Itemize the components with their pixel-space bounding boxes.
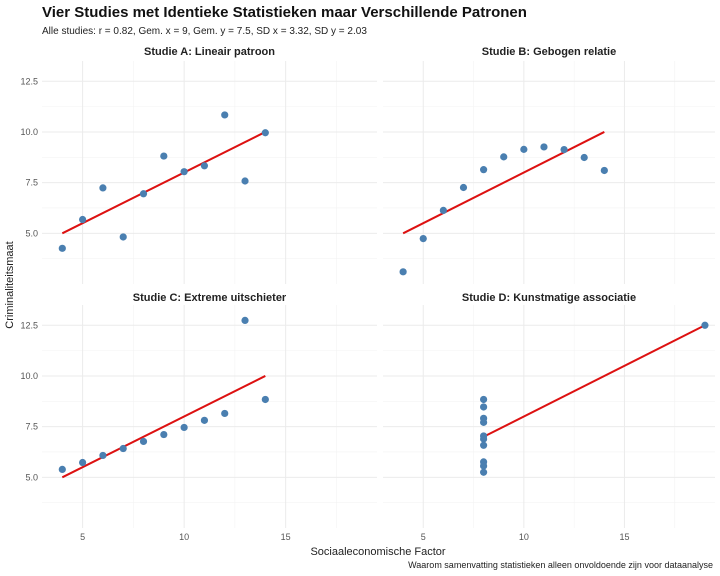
y-tick-label: 5.0 <box>25 472 38 482</box>
data-point <box>480 435 488 443</box>
data-point <box>160 152 168 160</box>
data-point <box>480 403 488 411</box>
panel-title: Studie A: Lineair patroon <box>144 46 275 58</box>
data-point <box>480 166 488 174</box>
data-point <box>261 395 269 404</box>
data-point <box>480 441 488 449</box>
gridlines <box>383 305 715 528</box>
y-tick-label: 12.5 <box>20 76 38 86</box>
data-point <box>58 244 66 252</box>
regression-line <box>61 131 266 235</box>
chart-title: Vier Studies met Identieke Statistieken … <box>42 4 527 21</box>
data-point <box>99 451 107 460</box>
data-point <box>58 465 66 474</box>
data-point <box>99 184 107 192</box>
regression-line <box>483 324 706 438</box>
data-point <box>261 129 269 137</box>
data-point <box>119 233 127 241</box>
data-point <box>419 234 427 243</box>
x-tick-label: 5 <box>421 532 426 542</box>
gridlines <box>42 305 377 528</box>
chart-caption: Waarom samenvatting statistieken alleen … <box>408 560 713 570</box>
panel-title: Studie D: Kunstmatige associatie <box>462 292 636 304</box>
y-tick-label: 12.5 <box>20 320 38 330</box>
data-point <box>439 206 447 215</box>
data-point <box>119 444 127 453</box>
data-point <box>580 153 588 162</box>
y-axis-title: Criminaliteitsmaat <box>4 241 16 328</box>
x-tick-label: 10 <box>519 532 529 542</box>
data-point <box>500 153 508 161</box>
y-tick-label: 10.0 <box>20 371 38 381</box>
y-tick-label: 7.5 <box>25 422 38 432</box>
data-point <box>139 190 148 198</box>
data-point <box>520 145 528 153</box>
panel-title: Studie C: Extreme uitschieter <box>133 292 287 304</box>
y-tick-label: 5.0 <box>25 228 38 238</box>
facet-panel-1: Studie A: Lineair patroon 5.0 7.5 10.0 12.5 <box>20 46 377 284</box>
x-tick-label: 5 <box>80 532 85 542</box>
data-point <box>200 416 209 424</box>
y-tick-label: 7.5 <box>25 178 38 188</box>
facet-panel-2: Studie B: Gebogen relatie <box>383 46 715 284</box>
data-point <box>180 168 188 176</box>
x-axis-title: Sociaaleconomische Factor <box>310 546 445 558</box>
data-point <box>540 143 548 151</box>
data-point <box>600 166 608 175</box>
y-tick-label: 10.0 <box>20 127 38 137</box>
data-point <box>200 162 209 170</box>
data-point <box>560 145 568 154</box>
x-tick-label: 15 <box>281 532 291 542</box>
gridlines <box>383 61 715 284</box>
data-point <box>160 430 168 439</box>
data-point <box>480 414 488 422</box>
gridlines <box>42 61 377 284</box>
facet-panel-4: Studie D: Kunstmatige associatie 5 10 15 <box>383 292 715 542</box>
data-point <box>241 316 249 325</box>
data-point <box>221 409 229 418</box>
data-point <box>480 462 488 470</box>
data-point <box>79 215 87 224</box>
data-point <box>79 458 87 467</box>
data-point <box>139 437 148 446</box>
regression-line <box>402 131 605 235</box>
x-tick-label: 10 <box>179 532 189 542</box>
data-point <box>221 111 229 119</box>
data-point <box>180 423 188 432</box>
data-point <box>459 183 468 192</box>
data-point <box>241 177 249 185</box>
x-tick-label: 15 <box>619 532 629 542</box>
data-point <box>480 468 488 476</box>
facet-panel-3: Studie C: Extreme uitschieter 5.0 7.5 10.0 1… <box>20 292 377 542</box>
facet-panels: Studie A: Lineair patroon5.07.510.012.5S… <box>20 46 715 542</box>
data-point <box>480 395 488 404</box>
panel-title: Studie B: Gebogen relatie <box>482 46 616 58</box>
data-point <box>701 321 709 329</box>
data-point <box>399 268 407 276</box>
regression-line <box>61 375 266 479</box>
chart-subtitle: Alle studies: r = 0.82, Gem. x = 9, Gem.… <box>42 26 367 37</box>
